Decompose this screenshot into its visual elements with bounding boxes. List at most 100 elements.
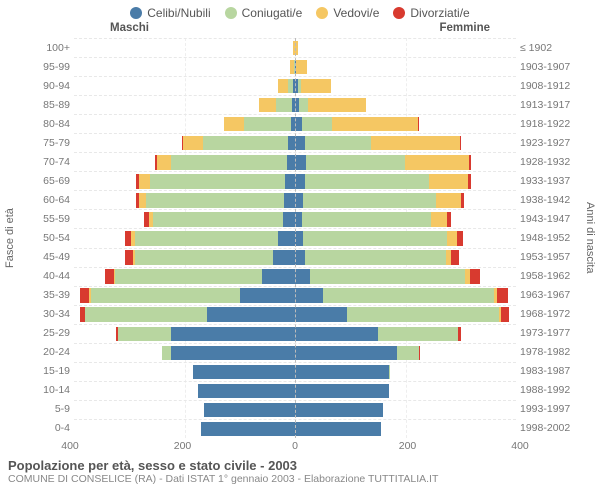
segment bbox=[295, 327, 378, 341]
legend-label: Vedovi/e bbox=[333, 6, 379, 20]
segment bbox=[91, 288, 240, 302]
segment bbox=[458, 327, 461, 341]
y-axis-title-right: Anni di nascita bbox=[582, 38, 596, 438]
center-line bbox=[295, 38, 296, 438]
female-bar bbox=[295, 191, 516, 209]
segment bbox=[283, 212, 295, 226]
segment bbox=[295, 136, 305, 150]
segment bbox=[295, 193, 303, 207]
segment bbox=[284, 193, 295, 207]
birth-label: 1938-1942 bbox=[520, 194, 582, 206]
male-bar bbox=[74, 306, 295, 324]
birth-label: 1978-1982 bbox=[520, 346, 582, 358]
segment bbox=[451, 250, 459, 264]
x-ticks: 4002000200400 bbox=[70, 440, 520, 452]
age-label: 70-74 bbox=[18, 156, 70, 168]
segment bbox=[135, 250, 273, 264]
plot bbox=[74, 38, 516, 438]
segment bbox=[323, 288, 494, 302]
male-bar bbox=[74, 420, 295, 438]
segment bbox=[295, 346, 397, 360]
segment bbox=[85, 307, 207, 321]
male-bar bbox=[74, 77, 295, 95]
legend-item: Vedovi/e bbox=[316, 6, 379, 20]
segment bbox=[295, 365, 389, 379]
birth-label: 1943-1947 bbox=[520, 213, 582, 225]
segment bbox=[447, 231, 457, 245]
segment bbox=[461, 193, 464, 207]
x-tick: 200 bbox=[399, 440, 417, 452]
segment bbox=[332, 117, 418, 131]
age-label: 10-14 bbox=[18, 384, 70, 396]
segment bbox=[204, 403, 295, 417]
male-bar bbox=[74, 58, 295, 76]
segment bbox=[171, 155, 287, 169]
x-axis: 4002000200400 bbox=[0, 440, 600, 452]
header-males: Maschi bbox=[110, 22, 149, 34]
female-bar bbox=[295, 39, 516, 57]
age-label: 90-94 bbox=[18, 80, 70, 92]
segment bbox=[135, 231, 279, 245]
segment bbox=[285, 174, 295, 188]
male-bar bbox=[74, 115, 295, 133]
legend-swatch bbox=[393, 7, 405, 19]
birth-label: 1958-1962 bbox=[520, 270, 582, 282]
segment bbox=[162, 346, 170, 360]
segment bbox=[203, 136, 289, 150]
age-label: 85-89 bbox=[18, 99, 70, 111]
age-label: 45-49 bbox=[18, 251, 70, 263]
segment bbox=[125, 231, 132, 245]
male-bar bbox=[74, 325, 295, 343]
segment bbox=[299, 98, 307, 112]
age-label: 65-69 bbox=[18, 175, 70, 187]
segment bbox=[470, 269, 480, 283]
segment bbox=[457, 231, 464, 245]
x-tick: 0 bbox=[292, 440, 298, 452]
segment bbox=[303, 193, 436, 207]
segment bbox=[139, 193, 146, 207]
segment bbox=[303, 231, 447, 245]
segment bbox=[302, 212, 432, 226]
segment bbox=[150, 174, 285, 188]
male-bar bbox=[74, 401, 295, 419]
segment bbox=[418, 117, 419, 131]
segment bbox=[296, 60, 307, 74]
segment bbox=[139, 174, 150, 188]
segment bbox=[371, 136, 459, 150]
segment bbox=[287, 155, 295, 169]
male-bar bbox=[74, 96, 295, 114]
female-bar bbox=[295, 325, 516, 343]
segment bbox=[201, 422, 295, 436]
segment bbox=[405, 155, 469, 169]
segment bbox=[288, 136, 295, 150]
segment bbox=[183, 136, 202, 150]
segment bbox=[198, 384, 295, 398]
male-bar bbox=[74, 39, 295, 57]
female-bar bbox=[295, 401, 516, 419]
segment bbox=[276, 98, 293, 112]
column-headers: Maschi Femmine bbox=[0, 22, 600, 38]
male-bar bbox=[74, 268, 295, 286]
female-bar bbox=[295, 153, 516, 171]
segment bbox=[171, 346, 295, 360]
segment bbox=[295, 422, 381, 436]
legend-item: Celibi/Nubili bbox=[130, 6, 210, 20]
female-bar bbox=[295, 420, 516, 438]
chart-area: Fasce di età 100+95-9990-9485-8980-8475-… bbox=[0, 38, 600, 438]
segment bbox=[305, 250, 446, 264]
age-label: 75-79 bbox=[18, 137, 70, 149]
segment bbox=[429, 174, 468, 188]
segment bbox=[302, 117, 332, 131]
y-labels-age: 100+95-9990-9485-8980-8475-7970-7465-696… bbox=[18, 38, 74, 438]
segment bbox=[80, 288, 90, 302]
segment bbox=[295, 155, 306, 169]
segment bbox=[193, 365, 295, 379]
male-bar bbox=[74, 153, 295, 171]
female-bar bbox=[295, 344, 516, 362]
birth-label: 1963-1967 bbox=[520, 289, 582, 301]
birth-label: 1933-1937 bbox=[520, 175, 582, 187]
age-label: 40-44 bbox=[18, 270, 70, 282]
segment bbox=[207, 307, 295, 321]
segment bbox=[436, 193, 461, 207]
legend-swatch bbox=[225, 7, 237, 19]
